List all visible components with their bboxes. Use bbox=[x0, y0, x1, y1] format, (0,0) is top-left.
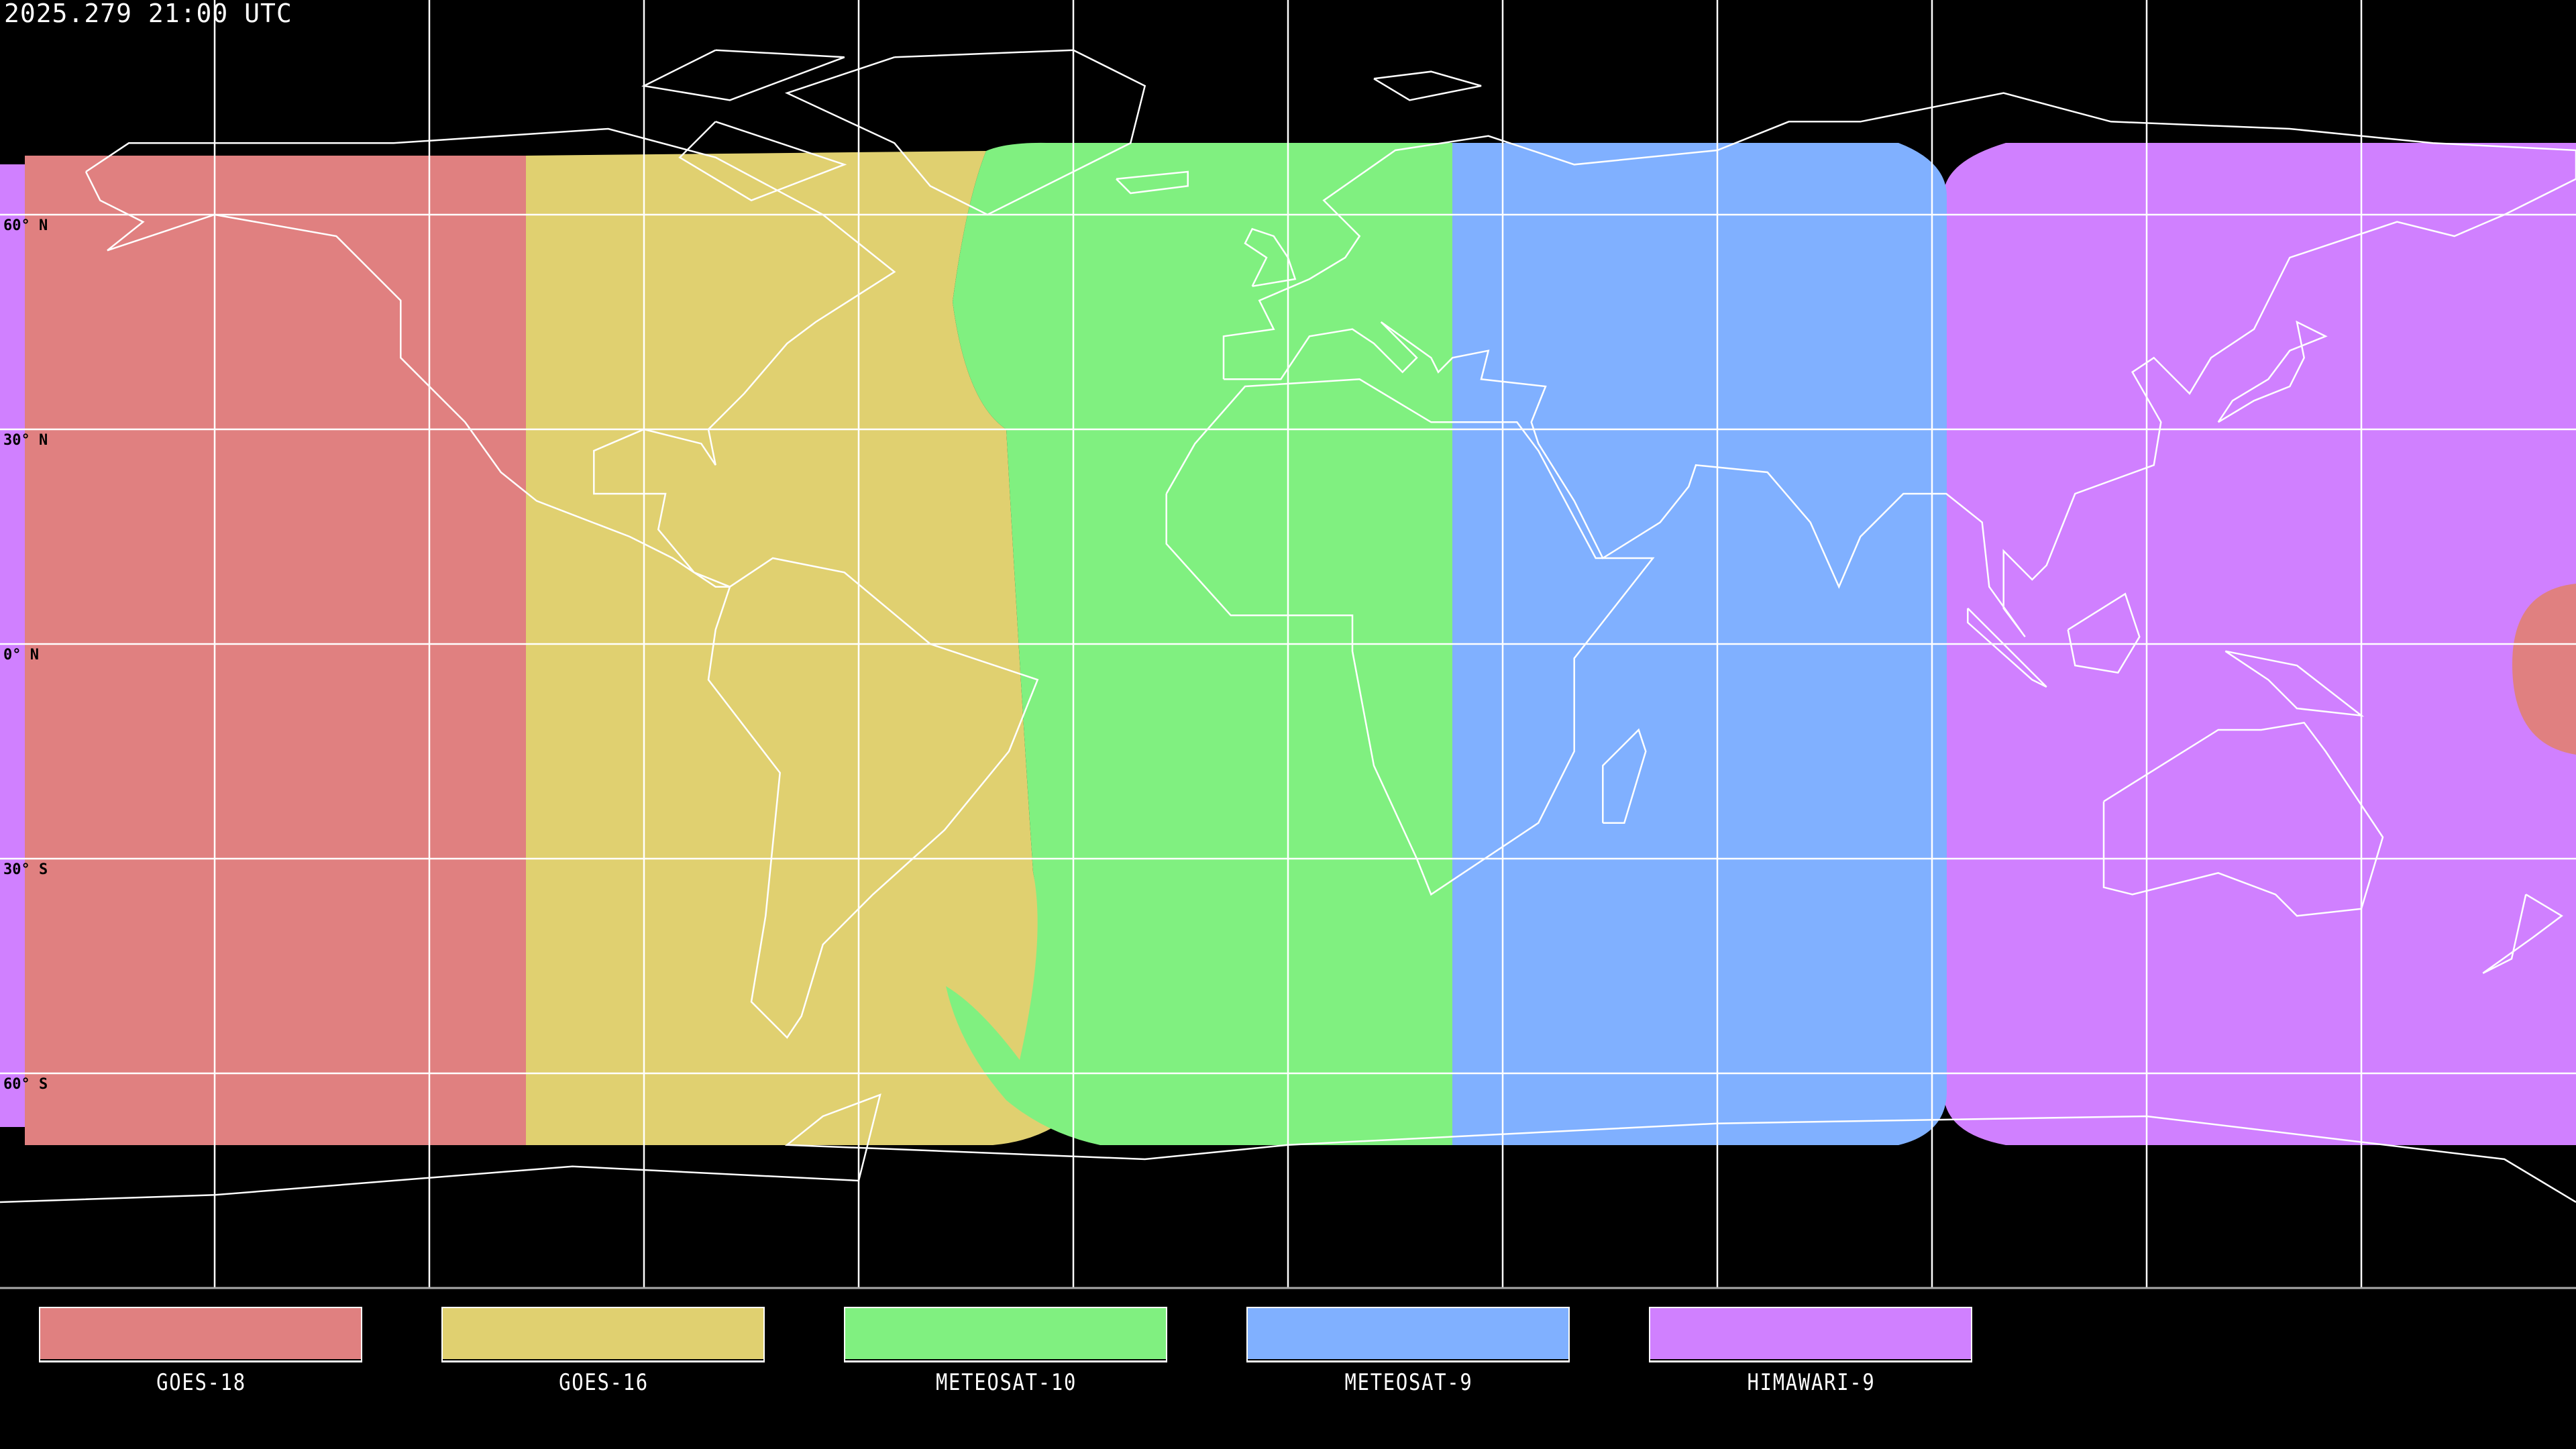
legend-item-meteosat-10: METEOSAT-10 bbox=[844, 1307, 1169, 1396]
coastline-south-america bbox=[707, 557, 1039, 1039]
legend-label: HIMAWARI-9 bbox=[1747, 1369, 1876, 1396]
legend-item-himawari-9: HIMAWARI-9 bbox=[1649, 1307, 1974, 1396]
legend-swatch bbox=[1649, 1307, 1972, 1362]
legend-swatch bbox=[39, 1307, 362, 1362]
legend-label: GOES-18 bbox=[156, 1369, 246, 1396]
coastline-japan bbox=[2217, 320, 2328, 423]
legend-swatch bbox=[1246, 1307, 1570, 1362]
legend-label: METEOSAT-10 bbox=[935, 1369, 1077, 1396]
coverage-goes-18 bbox=[25, 156, 597, 1145]
coverage-goes-18 bbox=[2512, 584, 2576, 755]
lat-label-30n: 30° N bbox=[3, 432, 48, 449]
coastline-new-guinea bbox=[2224, 650, 2365, 717]
legend-item-goes-16: GOES-16 bbox=[441, 1307, 766, 1396]
coastline-borneo bbox=[2067, 592, 2141, 674]
legend-swatch bbox=[441, 1307, 765, 1362]
coastline-iceland bbox=[1116, 170, 1189, 195]
coastline-uk bbox=[1244, 227, 1297, 287]
coastline-ellesmere bbox=[641, 49, 845, 101]
coverage-goes-16 bbox=[526, 151, 1080, 1145]
coastline-madagascar bbox=[1602, 728, 1647, 824]
coastline-new-zealand bbox=[2482, 894, 2563, 974]
legend-item-goes-18: GOES-18 bbox=[39, 1307, 364, 1396]
legend-label: METEOSAT-9 bbox=[1344, 1369, 1473, 1396]
coastline-north-america bbox=[85, 127, 896, 588]
lat-label-30s: 30° S bbox=[3, 861, 48, 878]
coastline-baffin bbox=[678, 121, 847, 202]
lat-label-0: 0° N bbox=[3, 647, 39, 663]
lat-label-60s: 60° S bbox=[3, 1076, 48, 1093]
coverage-himawari-9 bbox=[0, 164, 25, 1127]
timestamp-title: 2025.279 21:00 UTC bbox=[4, 0, 292, 28]
coastline-africa bbox=[1165, 378, 1655, 896]
coastline-svalbard bbox=[1373, 70, 1482, 101]
legend-label: GOES-16 bbox=[559, 1369, 649, 1396]
graticule bbox=[0, 0, 2576, 1288]
legend-item-meteosat-9: METEOSAT-9 bbox=[1246, 1307, 1571, 1396]
coastline-eurasia bbox=[1222, 92, 2576, 638]
coverage-map bbox=[0, 0, 2576, 1289]
lat-label-60n: 60° N bbox=[3, 217, 48, 234]
legend-swatch bbox=[844, 1307, 1167, 1362]
coastline-sumatra bbox=[1967, 607, 2047, 688]
